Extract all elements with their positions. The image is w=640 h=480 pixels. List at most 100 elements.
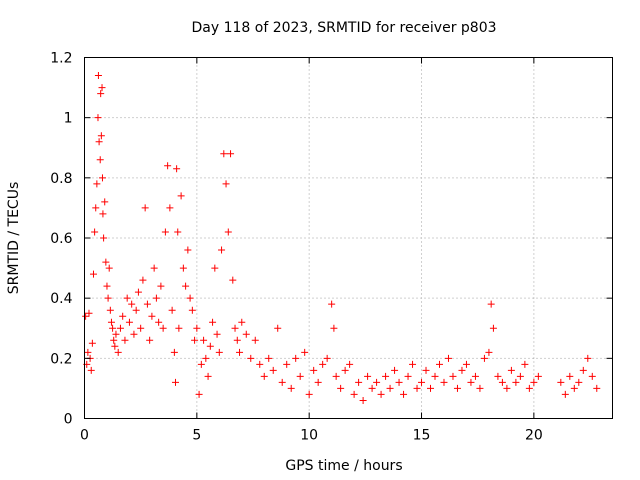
data-point [341, 366, 349, 374]
data-point [251, 336, 259, 344]
data-point [204, 372, 212, 380]
data-point [301, 348, 309, 356]
x-tick-label: 0 [80, 428, 89, 444]
data-point [323, 354, 331, 362]
data-point [260, 372, 268, 380]
data-point [377, 390, 385, 398]
data-point [498, 378, 506, 386]
data-point [130, 330, 138, 338]
data-point [557, 378, 565, 386]
data-point [485, 348, 493, 356]
data-point [314, 378, 322, 386]
data-point [97, 90, 105, 98]
y-tick-label: 1 [64, 111, 73, 127]
y-tick-label: 0.2 [50, 351, 72, 367]
data-point [174, 228, 182, 236]
data-point [84, 348, 92, 356]
data-point [175, 324, 183, 332]
data-point [85, 309, 93, 317]
data-point [164, 162, 172, 170]
y-tick-label: 1.2 [50, 51, 72, 67]
data-point [92, 204, 100, 212]
data-point [218, 246, 226, 254]
data-point [95, 138, 103, 146]
data-point [337, 384, 345, 392]
data-point [150, 264, 158, 272]
data-point [269, 366, 277, 374]
y-tick-label: 0.6 [50, 231, 72, 247]
data-point [209, 318, 217, 326]
data-point [236, 348, 244, 356]
data-point [404, 372, 412, 380]
data-point [575, 378, 583, 386]
data-point [440, 378, 448, 386]
data-point [98, 84, 106, 92]
data-point [593, 384, 601, 392]
data-point [305, 390, 313, 398]
data-point [471, 372, 479, 380]
data-point [494, 372, 502, 380]
tick-layer: 0 0.2 0.4 0.6 0.8 1 1.2 0 5 10 15 20 [50, 51, 613, 444]
data-point [182, 282, 190, 290]
data-point [191, 336, 199, 344]
data-point [102, 258, 110, 266]
data-point [224, 228, 232, 236]
data-point [409, 360, 417, 368]
data-point [94, 72, 102, 80]
y-tick-label: 0.8 [50, 171, 72, 187]
data-point [139, 276, 147, 284]
data-point [173, 165, 181, 173]
data-layer [82, 72, 601, 404]
data-point [88, 339, 96, 347]
data-point [94, 114, 102, 122]
data-point [166, 204, 174, 212]
data-point [157, 282, 165, 290]
data-point [161, 228, 169, 236]
data-point [278, 378, 286, 386]
data-point [346, 360, 354, 368]
x-tick-label: 10 [300, 428, 318, 444]
data-point [265, 354, 273, 362]
data-point [213, 330, 221, 338]
y-tick-label: 0.4 [50, 291, 72, 307]
data-point [368, 384, 376, 392]
data-point [350, 390, 358, 398]
data-point [400, 390, 408, 398]
data-point [184, 246, 192, 254]
data-point [431, 372, 439, 380]
data-point [137, 324, 145, 332]
data-point [395, 378, 403, 386]
data-point [106, 306, 114, 314]
data-point [112, 330, 120, 338]
data-point [364, 372, 372, 380]
data-point [114, 348, 122, 356]
data-point [489, 324, 497, 332]
grid-layer [84, 57, 613, 419]
data-point [561, 390, 569, 398]
data-point [188, 306, 196, 314]
data-point [449, 372, 457, 380]
data-point [200, 336, 208, 344]
data-point [296, 372, 304, 380]
data-point [222, 180, 230, 188]
data-point [91, 228, 99, 236]
data-point [413, 384, 421, 392]
data-point [110, 336, 118, 344]
y-axis-label: SRMTID / TECUs [6, 182, 22, 295]
data-point [233, 336, 241, 344]
data-point [476, 384, 484, 392]
data-point [98, 174, 106, 182]
data-point [193, 324, 201, 332]
data-point [330, 324, 338, 332]
data-point [319, 360, 327, 368]
data-point [274, 324, 282, 332]
data-point [292, 354, 300, 362]
x-axis-label: GPS time / hours [285, 458, 402, 474]
data-point [148, 312, 156, 320]
data-point [146, 336, 154, 344]
data-point [435, 360, 443, 368]
data-point [109, 324, 117, 332]
data-point [179, 264, 187, 272]
data-point [97, 132, 105, 140]
data-point [332, 372, 340, 380]
